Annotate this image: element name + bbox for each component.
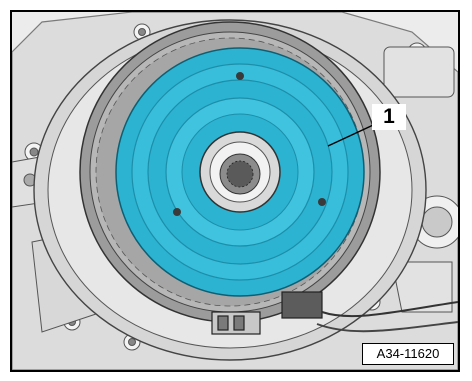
piston-bolt-left bbox=[173, 208, 181, 216]
callout-number: 1 bbox=[372, 104, 406, 130]
piston-bolt-top bbox=[236, 72, 244, 80]
wiring-connector bbox=[211, 291, 458, 335]
figure-id-label: A34-11620 bbox=[362, 343, 454, 365]
piston-bolt-right bbox=[318, 198, 326, 206]
illustration-drawing bbox=[12, 12, 458, 370]
transmission-illustration bbox=[10, 10, 460, 372]
center-spline-teeth bbox=[226, 160, 254, 188]
housing-right-detail bbox=[383, 46, 458, 313]
